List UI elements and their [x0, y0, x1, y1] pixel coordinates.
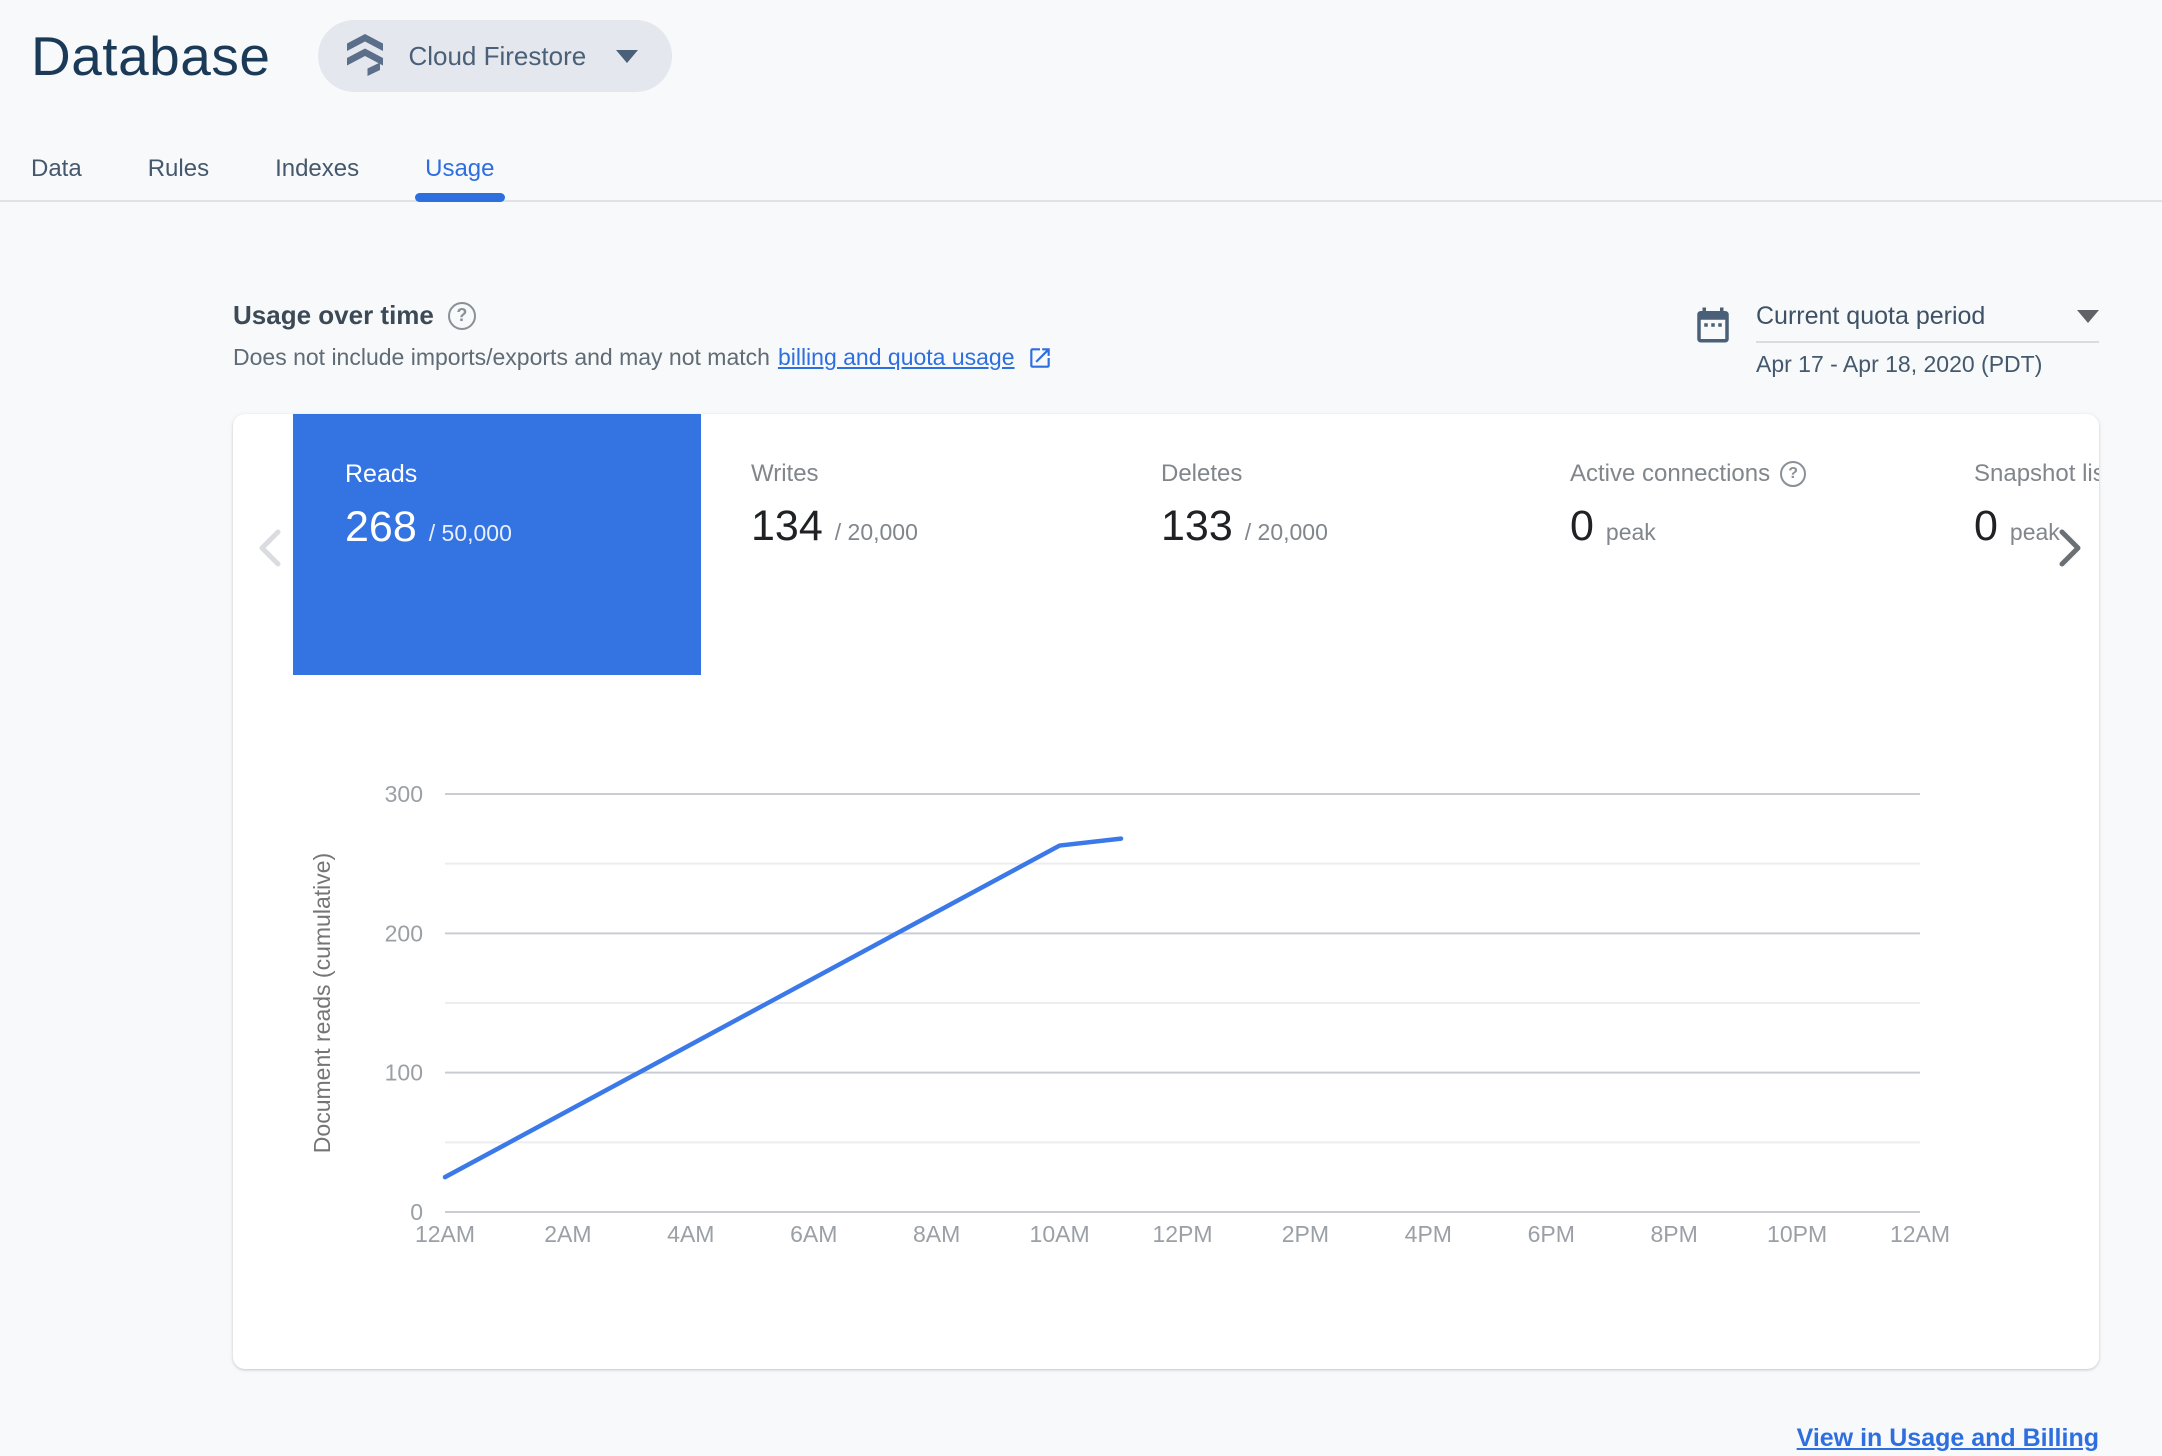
- page-title: Database: [31, 25, 271, 87]
- metric-suffix: peak: [2009, 519, 2060, 545]
- svg-text:Document reads (cumulative): Document reads (cumulative): [309, 853, 335, 1153]
- metric-value: 268: [345, 503, 417, 551]
- calendar-icon: [1697, 307, 1729, 343]
- app-header: Database Cloud Firestore: [31, 20, 673, 92]
- usage-chart: 0 100 200 300 12AM 2AM 4AM 6AM 8AM 10AM 12PM 2PM 4PM…: [309, 781, 1950, 1247]
- metric-label: Reads: [345, 460, 418, 488]
- cards-scroll-right-button[interactable]: [2051, 526, 2091, 572]
- metric-card-active-connections[interactable]: Active connections ? 0 peak: [1570, 414, 1807, 551]
- metric-suffix: / 50,000: [428, 520, 512, 546]
- view-usage-billing-link[interactable]: View in Usage and Billing: [1796, 1424, 2099, 1452]
- section-title: Usage over time: [233, 300, 434, 330]
- active-connections-help-icon[interactable]: ?: [1780, 461, 1807, 487]
- svg-text:2AM: 2AM: [544, 1221, 591, 1247]
- metric-label: Snapshot listeners: [1974, 460, 2099, 487]
- metric-value: 133: [1161, 502, 1233, 550]
- active-tab-indicator: [415, 193, 505, 202]
- quota-period-value: Apr 17 - Apr 18, 2020 (PDT): [1756, 351, 2043, 377]
- metric-card-writes[interactable]: Writes 134 / 20,000: [751, 414, 918, 551]
- tab-usage-label: Usage: [425, 155, 495, 182]
- quota-period-label: Current quota period: [1756, 302, 1986, 330]
- subtitle-text: Does not include imports/exports and may…: [233, 344, 770, 370]
- tab-usage[interactable]: Usage: [415, 138, 505, 202]
- svg-text:10AM: 10AM: [1030, 1221, 1090, 1247]
- section-subtitle: Does not include imports/exports and may…: [233, 344, 2099, 371]
- usage-panel: Reads 268 / 50,000 Writes 134 / 20,000 D…: [233, 414, 2099, 1369]
- svg-text:300: 300: [385, 781, 423, 807]
- svg-text:12AM: 12AM: [1890, 1221, 1950, 1247]
- svg-text:8AM: 8AM: [913, 1221, 960, 1247]
- metric-card-snapshot-listeners[interactable]: Snapshot listeners 0 peak: [1974, 414, 2099, 551]
- svg-text:2PM: 2PM: [1282, 1221, 1329, 1247]
- usage-section-head: Usage over time ? Does not include impor…: [233, 300, 2099, 377]
- metric-value: 0: [1570, 502, 1594, 550]
- svg-text:200: 200: [385, 920, 423, 946]
- metric-card-deletes[interactable]: Deletes 133 / 20,000: [1161, 414, 1328, 551]
- product-selector-label: Cloud Firestore: [408, 40, 587, 71]
- tabbar: Data Rules Indexes Usage: [0, 138, 2162, 202]
- svg-text:4AM: 4AM: [667, 1221, 714, 1247]
- metric-card-reads[interactable]: Reads 268 / 50,000: [293, 414, 701, 675]
- metric-value: 134: [751, 502, 823, 550]
- svg-text:100: 100: [385, 1060, 423, 1086]
- svg-text:0: 0: [410, 1199, 423, 1225]
- tab-rules[interactable]: Rules: [147, 155, 210, 182]
- chevron-down-icon: [2077, 310, 2099, 323]
- svg-text:4PM: 4PM: [1405, 1221, 1452, 1247]
- svg-text:10PM: 10PM: [1767, 1221, 1827, 1247]
- metric-value: 0: [1974, 502, 1998, 550]
- metric-suffix: peak: [1605, 519, 1656, 545]
- chevron-down-icon: [616, 49, 639, 63]
- metric-suffix: / 20,000: [834, 519, 918, 545]
- cards-scroll-left-button[interactable]: [249, 526, 289, 572]
- svg-text:6AM: 6AM: [790, 1221, 837, 1247]
- usage-help-icon[interactable]: ?: [447, 301, 476, 330]
- firestore-icon: [344, 32, 386, 81]
- quota-period-block: Current quota period Apr 17 - Apr 18, 20…: [1692, 302, 2099, 378]
- tab-data[interactable]: Data: [31, 155, 82, 182]
- svg-text:8PM: 8PM: [1651, 1221, 1698, 1247]
- tab-indexes[interactable]: Indexes: [275, 155, 360, 182]
- svg-text:12AM: 12AM: [415, 1221, 475, 1247]
- metric-suffix: / 20,000: [1244, 519, 1328, 545]
- metric-label: Writes: [751, 460, 819, 487]
- svg-text:6PM: 6PM: [1528, 1221, 1575, 1247]
- quota-period-selector[interactable]: Current quota period Apr 17 - Apr 18, 20…: [1756, 302, 2099, 378]
- metric-label: Active connections: [1570, 460, 1771, 487]
- svg-text:12PM: 12PM: [1152, 1221, 1212, 1247]
- external-link-icon: [1029, 347, 1050, 368]
- metric-label: Deletes: [1161, 460, 1243, 487]
- billing-quota-usage-link[interactable]: billing and quota usage: [777, 344, 1015, 370]
- product-selector[interactable]: Cloud Firestore: [318, 20, 673, 92]
